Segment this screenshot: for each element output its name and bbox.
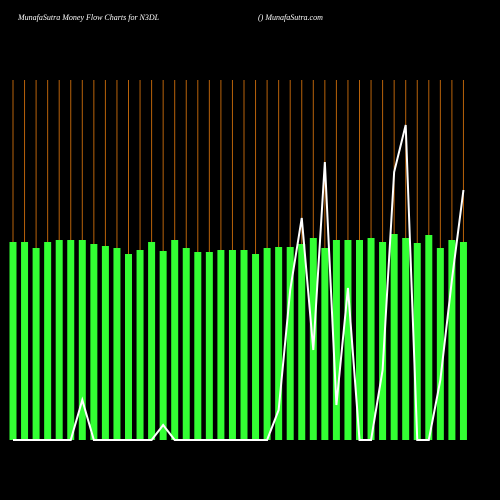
bar xyxy=(413,243,421,440)
bar xyxy=(159,251,167,440)
chart-title: MunafaSutra Money Flow Charts for N3DL xyxy=(17,13,160,22)
bar xyxy=(78,240,86,440)
bar xyxy=(182,248,190,440)
bar xyxy=(136,250,144,440)
bar xyxy=(263,248,271,440)
bar xyxy=(402,238,410,440)
bar xyxy=(101,246,109,440)
bar xyxy=(21,242,29,440)
bar xyxy=(67,240,75,440)
bar xyxy=(55,240,63,440)
bar xyxy=(356,240,363,440)
bar xyxy=(436,248,444,440)
bar xyxy=(148,242,156,440)
line xyxy=(13,124,465,441)
bar xyxy=(252,254,260,440)
bar xyxy=(113,248,121,440)
bar xyxy=(298,244,306,440)
bar xyxy=(240,250,248,440)
bar xyxy=(44,242,52,440)
bar xyxy=(332,240,340,440)
bar xyxy=(171,240,179,440)
bar xyxy=(205,252,213,440)
bar xyxy=(367,238,375,440)
bar xyxy=(344,240,352,440)
bar xyxy=(448,240,456,440)
bar xyxy=(9,242,17,440)
bar xyxy=(286,247,294,440)
bar xyxy=(275,247,283,440)
bar xyxy=(390,234,398,440)
bar xyxy=(379,242,387,440)
bar xyxy=(459,242,467,440)
bar xyxy=(217,250,225,440)
bar xyxy=(228,250,236,440)
bar xyxy=(32,248,40,440)
bar xyxy=(321,248,329,440)
bar xyxy=(125,254,132,440)
bar xyxy=(194,252,202,440)
bar xyxy=(425,235,433,440)
bar xyxy=(90,244,98,440)
chart-subtitle: () MunafaSutra.com xyxy=(258,13,323,22)
